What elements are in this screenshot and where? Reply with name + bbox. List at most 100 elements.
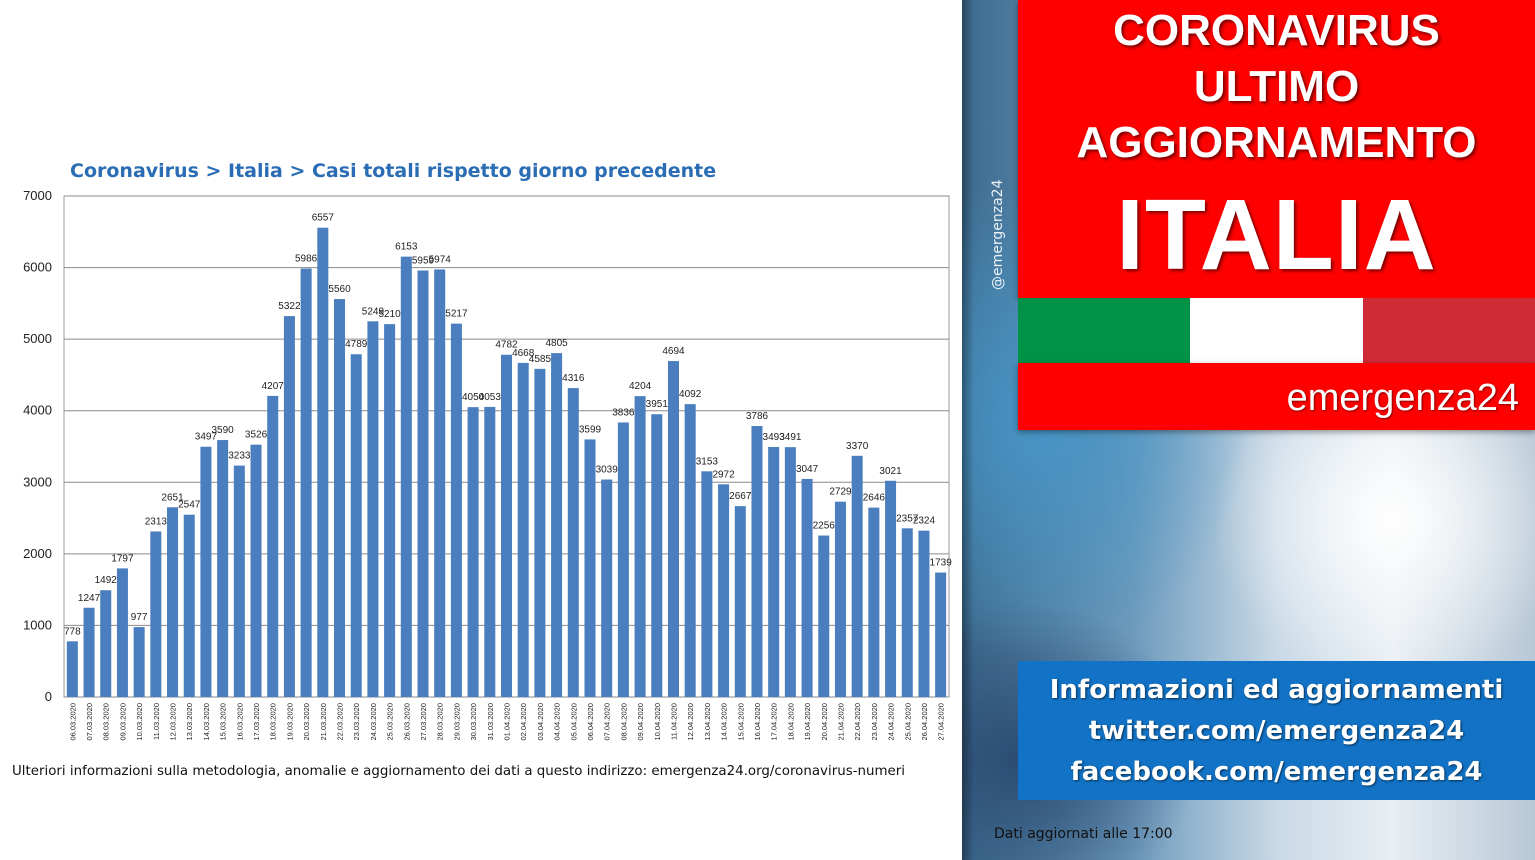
x-tick-label: 11.03.2020 bbox=[152, 703, 161, 740]
chart-panel: Coronavirus > Italia > Casi totali rispe… bbox=[12, 160, 953, 779]
flag-band-white bbox=[1190, 298, 1363, 363]
x-tick-label: 13.04.2020 bbox=[703, 703, 712, 741]
x-tick-label: 28.03.2020 bbox=[436, 703, 445, 741]
flag-band-red bbox=[1362, 298, 1535, 363]
data-label: 2651 bbox=[161, 492, 184, 503]
data-label: 5986 bbox=[295, 254, 318, 265]
bar bbox=[634, 396, 646, 697]
x-tick-label: 04.04.2020 bbox=[553, 703, 562, 741]
data-label: 1247 bbox=[78, 593, 101, 604]
bar bbox=[484, 406, 496, 697]
x-tick-label: 27.03.2020 bbox=[419, 703, 428, 741]
y-tick-label: 4000 bbox=[23, 403, 52, 418]
bar bbox=[718, 484, 730, 697]
data-label: 5959 bbox=[412, 256, 435, 267]
bar bbox=[601, 479, 613, 697]
x-tick-label: 07.04.2020 bbox=[603, 703, 612, 741]
data-label: 5210 bbox=[378, 309, 401, 320]
data-label: 4092 bbox=[679, 389, 702, 400]
header-line-aggiornamento: AGGIORNAMENTO bbox=[1076, 118, 1477, 167]
x-tick-label: 06.03.2020 bbox=[68, 703, 77, 741]
data-label: 3047 bbox=[796, 464, 819, 475]
data-label: 4585 bbox=[529, 354, 552, 365]
x-tick-label: 16.03.2020 bbox=[235, 703, 244, 741]
x-tick-label: 31.03.2020 bbox=[486, 703, 495, 741]
bar bbox=[150, 531, 162, 697]
header-line-coronavirus: CORONAVIRUS bbox=[1113, 6, 1440, 55]
x-tick-label: 21.03.2020 bbox=[319, 703, 328, 741]
chart-title: Coronavirus > Italia > Casi totali rispe… bbox=[70, 160, 717, 182]
bar bbox=[551, 353, 563, 697]
x-tick-label: 10.03.2020 bbox=[135, 703, 144, 741]
data-label: 4050 bbox=[462, 392, 485, 403]
data-label: 2313 bbox=[145, 516, 168, 527]
bar bbox=[651, 414, 663, 697]
brand-banner: emergenza24 bbox=[1018, 363, 1535, 430]
italian-flag bbox=[1018, 298, 1535, 363]
header-banner: CORONAVIRUS ULTIMO AGGIORNAMENTO ITALIA bbox=[1018, 0, 1535, 298]
bar bbox=[701, 471, 713, 697]
data-label: 4805 bbox=[545, 338, 568, 349]
data-label: 2547 bbox=[178, 500, 201, 511]
data-label: 3233 bbox=[228, 451, 251, 462]
info-box: Informazioni ed aggiornamenti twitter.co… bbox=[1018, 661, 1535, 800]
flag-band-green bbox=[1018, 298, 1191, 363]
bar bbox=[267, 395, 279, 697]
bar bbox=[83, 607, 95, 697]
bar bbox=[167, 507, 179, 697]
bar bbox=[367, 321, 379, 697]
bar bbox=[217, 440, 229, 697]
bar bbox=[133, 627, 145, 697]
data-label: 3370 bbox=[846, 441, 869, 452]
data-label: 5560 bbox=[328, 284, 351, 295]
x-tick-label: 01.04.2020 bbox=[503, 703, 512, 741]
data-label: 1492 bbox=[95, 575, 118, 586]
x-tick-label: 20.03.2020 bbox=[302, 703, 311, 741]
bar bbox=[751, 426, 763, 697]
twitter-link[interactable]: twitter.com/emergenza24 bbox=[1088, 716, 1465, 746]
data-label: 2667 bbox=[729, 491, 752, 502]
bar bbox=[818, 535, 830, 697]
facebook-link[interactable]: facebook.com/emergenza24 bbox=[1070, 757, 1483, 787]
x-tick-label: 18.04.2020 bbox=[786, 703, 795, 741]
data-label: 3590 bbox=[212, 425, 235, 436]
bar bbox=[100, 590, 112, 697]
x-tick-label: 09.03.2020 bbox=[118, 703, 127, 741]
bar bbox=[317, 227, 329, 697]
data-label: 4668 bbox=[512, 348, 535, 359]
x-tick-label: 02.04.2020 bbox=[519, 703, 528, 741]
bar bbox=[935, 572, 947, 697]
data-label: 4316 bbox=[562, 373, 585, 384]
bar bbox=[450, 323, 462, 697]
data-label: 5249 bbox=[362, 306, 385, 317]
y-tick-label: 5000 bbox=[23, 331, 52, 346]
x-tick-label: 20.04.2020 bbox=[820, 703, 829, 741]
data-label: 3951 bbox=[646, 399, 669, 410]
data-label: 6153 bbox=[395, 242, 418, 253]
x-tick-label: 17.04.2020 bbox=[770, 703, 779, 741]
data-label: 1797 bbox=[111, 553, 134, 564]
bar bbox=[684, 404, 696, 697]
data-label: 2729 bbox=[829, 487, 852, 498]
bar bbox=[734, 506, 746, 697]
bar bbox=[801, 478, 813, 697]
bar bbox=[500, 354, 513, 697]
bar bbox=[384, 324, 396, 697]
data-label: 2646 bbox=[863, 493, 886, 504]
brand-name: emergenza24 bbox=[1286, 377, 1519, 419]
data-label: 3021 bbox=[879, 466, 902, 477]
x-tick-label: 27.04.2020 bbox=[937, 703, 946, 741]
bar bbox=[467, 407, 479, 697]
x-tick-label: 03.04.2020 bbox=[536, 703, 545, 741]
info-heading: Informazioni ed aggiornamenti bbox=[1049, 675, 1504, 705]
x-tick-label: 26.03.2020 bbox=[402, 703, 411, 741]
bar bbox=[300, 268, 312, 697]
x-tick-label: 12.04.2020 bbox=[686, 703, 695, 741]
edge-shadow bbox=[962, 0, 974, 860]
bar bbox=[667, 361, 679, 697]
data-label: 4694 bbox=[662, 346, 685, 357]
bar bbox=[233, 465, 245, 697]
x-tick-label: 22.03.2020 bbox=[336, 703, 345, 741]
x-tick-label: 25.03.2020 bbox=[386, 703, 395, 741]
data-label: 778 bbox=[64, 626, 81, 637]
